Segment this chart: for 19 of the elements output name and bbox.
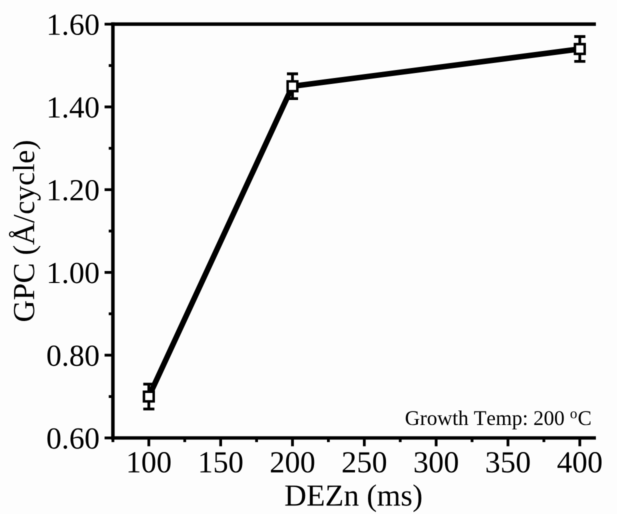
annotation: Growth Temp: 200 $^{o}$C bbox=[406, 410, 590, 430]
x-tick-label: 350 bbox=[486, 452, 530, 473]
x-axis-title: DEZn (ms) bbox=[285, 484, 422, 512]
y-tick-label: 1.00 bbox=[48, 262, 99, 284]
y-axis-title: GPC (Å/cycle) bbox=[8, 141, 41, 322]
y-tick-label: 0.60 bbox=[47, 428, 99, 449]
x-tick-label: 300 bbox=[414, 452, 458, 473]
x-tick-label: 250 bbox=[342, 452, 386, 473]
x-tick-label: 100 bbox=[128, 452, 171, 473]
point bbox=[142, 390, 155, 403]
y-tick-label: 1.40 bbox=[48, 97, 99, 118]
x-tick-label: 400 bbox=[557, 452, 602, 473]
y-tick-label: 1.20 bbox=[48, 180, 99, 201]
point bbox=[286, 80, 299, 92]
x-tick-label: 150 bbox=[200, 452, 242, 473]
y-tick-label: 1.60 bbox=[48, 14, 99, 36]
point bbox=[574, 42, 586, 56]
x-tick-label: 200 bbox=[270, 452, 314, 473]
y-tick-label: 0.80 bbox=[47, 345, 99, 366]
